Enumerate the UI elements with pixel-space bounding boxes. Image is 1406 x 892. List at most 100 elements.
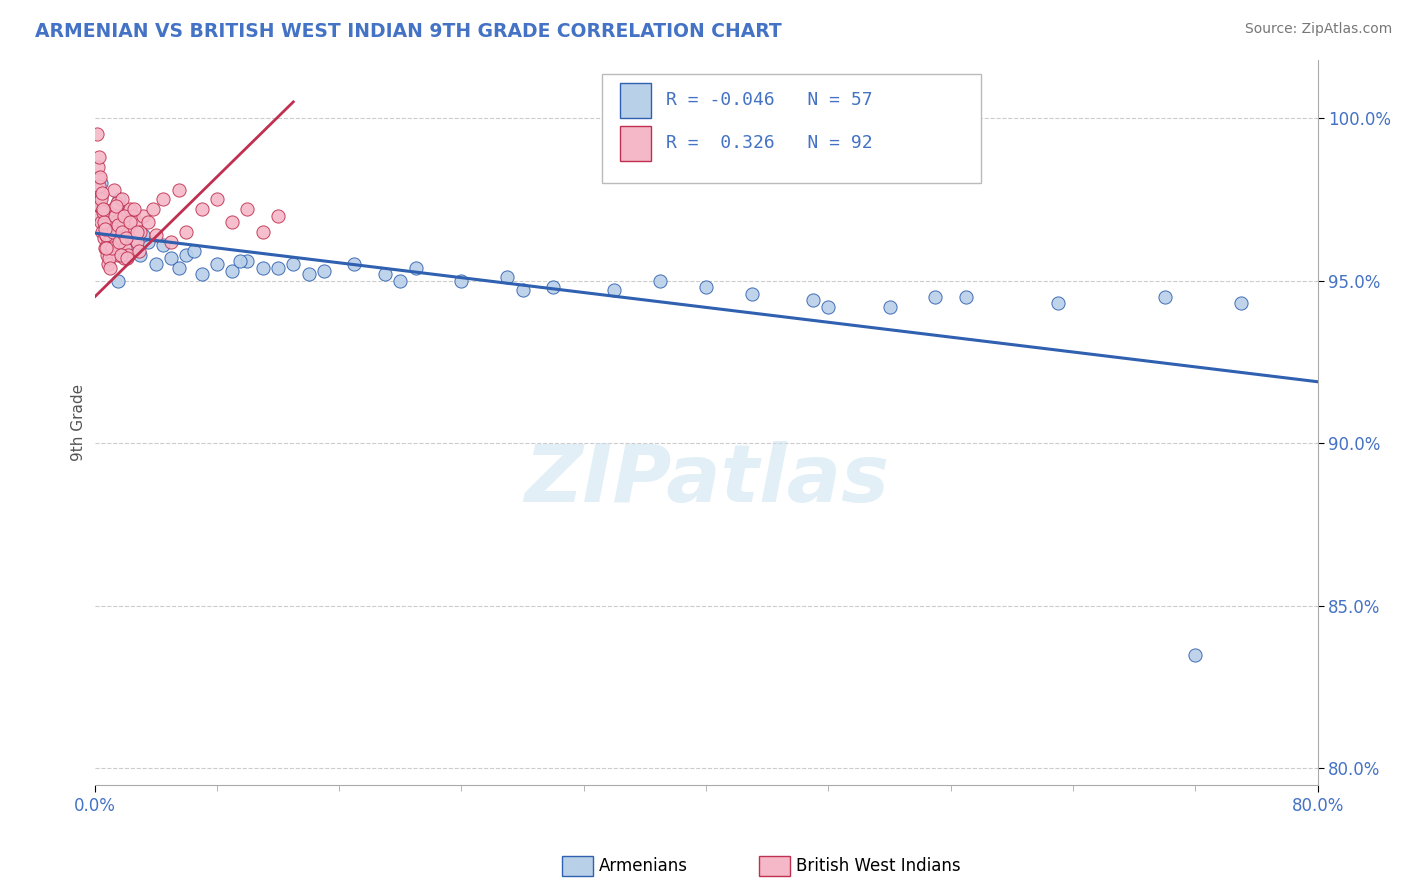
Bar <box>620 127 651 161</box>
Point <box>801 293 824 308</box>
Point <box>132 209 155 223</box>
Point <box>98 209 121 223</box>
Text: R = -0.046   N = 57: R = -0.046 N = 57 <box>665 91 872 109</box>
Point <box>94 228 117 243</box>
Point <box>111 215 134 229</box>
Point <box>129 225 152 239</box>
Point <box>145 257 167 271</box>
Point <box>205 257 228 271</box>
Point <box>111 225 134 239</box>
Point <box>93 231 115 245</box>
Point <box>117 248 139 262</box>
Point <box>96 215 118 229</box>
Point <box>112 209 135 223</box>
Point <box>128 244 150 259</box>
Point <box>343 257 366 271</box>
Point <box>89 179 111 194</box>
Point <box>190 267 212 281</box>
Point <box>114 241 136 255</box>
Point <box>91 225 114 239</box>
Point <box>100 219 122 233</box>
Point <box>94 241 117 255</box>
Point <box>389 274 412 288</box>
Point <box>267 260 290 275</box>
Point <box>312 264 335 278</box>
Point <box>93 225 115 239</box>
Point <box>160 251 183 265</box>
Point <box>104 209 127 223</box>
Point <box>100 231 122 245</box>
Point <box>374 267 396 281</box>
Point <box>405 260 427 275</box>
Point <box>1184 648 1206 662</box>
Point <box>817 300 839 314</box>
Point <box>176 225 198 239</box>
Point <box>101 241 124 255</box>
Text: R =  0.326   N = 92: R = 0.326 N = 92 <box>665 135 872 153</box>
Point <box>90 176 112 190</box>
Point <box>136 215 159 229</box>
Point <box>136 235 159 249</box>
Point <box>89 209 111 223</box>
Point <box>145 228 167 243</box>
Point <box>87 193 110 207</box>
Point <box>118 202 141 217</box>
Point <box>94 228 117 243</box>
Point <box>96 241 118 255</box>
Point <box>121 209 143 223</box>
Text: ZIPatlas: ZIPatlas <box>523 442 889 519</box>
Point <box>121 231 143 245</box>
Point <box>110 231 132 245</box>
Point <box>98 241 121 255</box>
Point <box>110 209 132 223</box>
Point <box>120 215 142 229</box>
Point <box>132 228 155 243</box>
Point <box>152 238 174 252</box>
Point <box>110 209 132 223</box>
Point <box>267 209 290 223</box>
Point <box>103 183 125 197</box>
Text: British West Indians: British West Indians <box>796 857 960 875</box>
Point <box>114 241 136 255</box>
Point <box>90 193 112 207</box>
Bar <box>620 83 651 118</box>
Point <box>108 235 131 249</box>
Point <box>111 193 134 207</box>
Point <box>152 193 174 207</box>
Point <box>90 215 112 229</box>
Point <box>105 195 128 210</box>
Point <box>91 205 114 219</box>
Point <box>98 244 121 259</box>
Point <box>94 221 117 235</box>
Point <box>924 290 946 304</box>
Point <box>104 215 127 229</box>
Point <box>176 248 198 262</box>
Point <box>124 231 146 245</box>
Point <box>221 215 243 229</box>
Point <box>205 193 228 207</box>
Point <box>103 225 125 239</box>
Point <box>93 202 115 217</box>
Point <box>91 202 114 217</box>
Point <box>103 225 125 239</box>
Point <box>160 235 183 249</box>
Point <box>122 202 145 217</box>
Point <box>603 284 626 298</box>
Point <box>90 186 112 200</box>
Point <box>111 215 134 229</box>
Point <box>90 189 112 203</box>
Point <box>86 183 108 197</box>
Point <box>221 264 243 278</box>
Point <box>97 235 120 249</box>
Point <box>879 300 901 314</box>
Point <box>87 160 110 174</box>
Point <box>112 251 135 265</box>
Point <box>125 215 148 229</box>
Point <box>183 244 205 259</box>
Point <box>97 257 120 271</box>
Point <box>107 274 129 288</box>
Point <box>118 215 141 229</box>
Point <box>101 225 124 239</box>
Text: Source: ZipAtlas.com: Source: ZipAtlas.com <box>1244 22 1392 37</box>
Point <box>101 202 124 217</box>
